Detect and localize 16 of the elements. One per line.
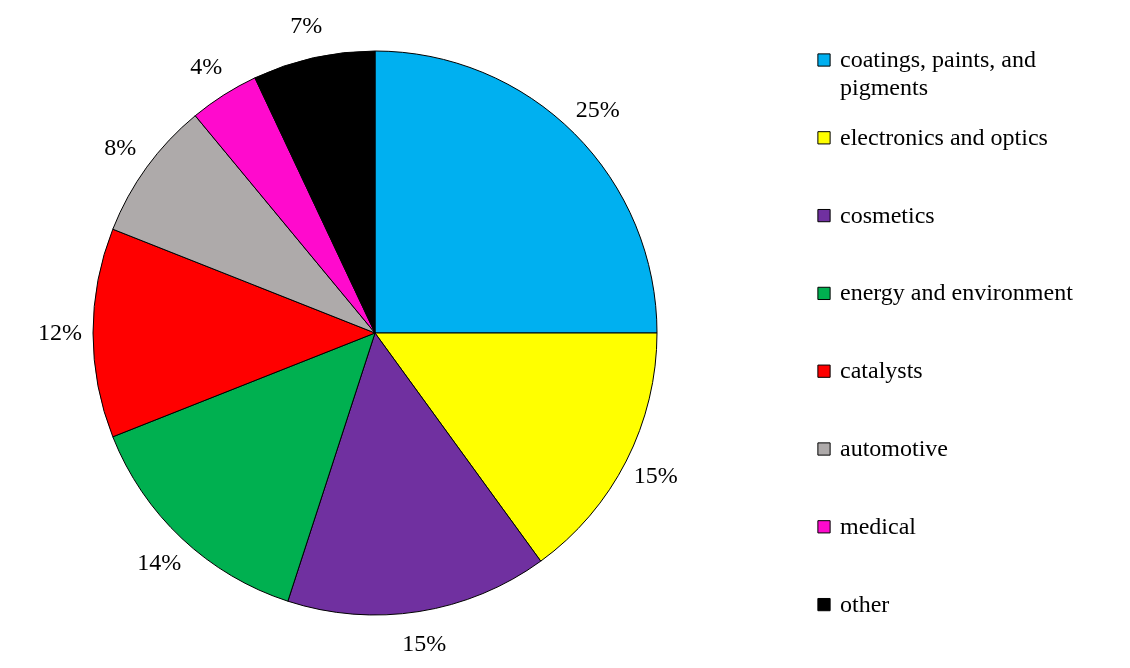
- legend-label: cosmetics: [840, 201, 935, 228]
- data-label: 14%: [137, 548, 182, 575]
- data-label: 15%: [402, 630, 447, 657]
- data-label: 12%: [38, 319, 82, 345]
- legend-label: electronics and optics: [840, 123, 1048, 150]
- legend-label: coatings, paints, and pigments: [840, 46, 1036, 100]
- data-label: 25%: [575, 96, 620, 123]
- legend-label: other: [840, 590, 890, 617]
- data-label: 4%: [190, 53, 223, 80]
- data-label: 8%: [104, 133, 137, 160]
- legend-label: catalysts: [840, 357, 923, 384]
- data-label: 15%: [633, 462, 678, 489]
- legend-label: medical: [840, 512, 917, 539]
- legend-label: energy and environment: [840, 279, 1074, 306]
- legend-label: automotive: [840, 435, 948, 461]
- data-label: 7%: [290, 11, 323, 38]
